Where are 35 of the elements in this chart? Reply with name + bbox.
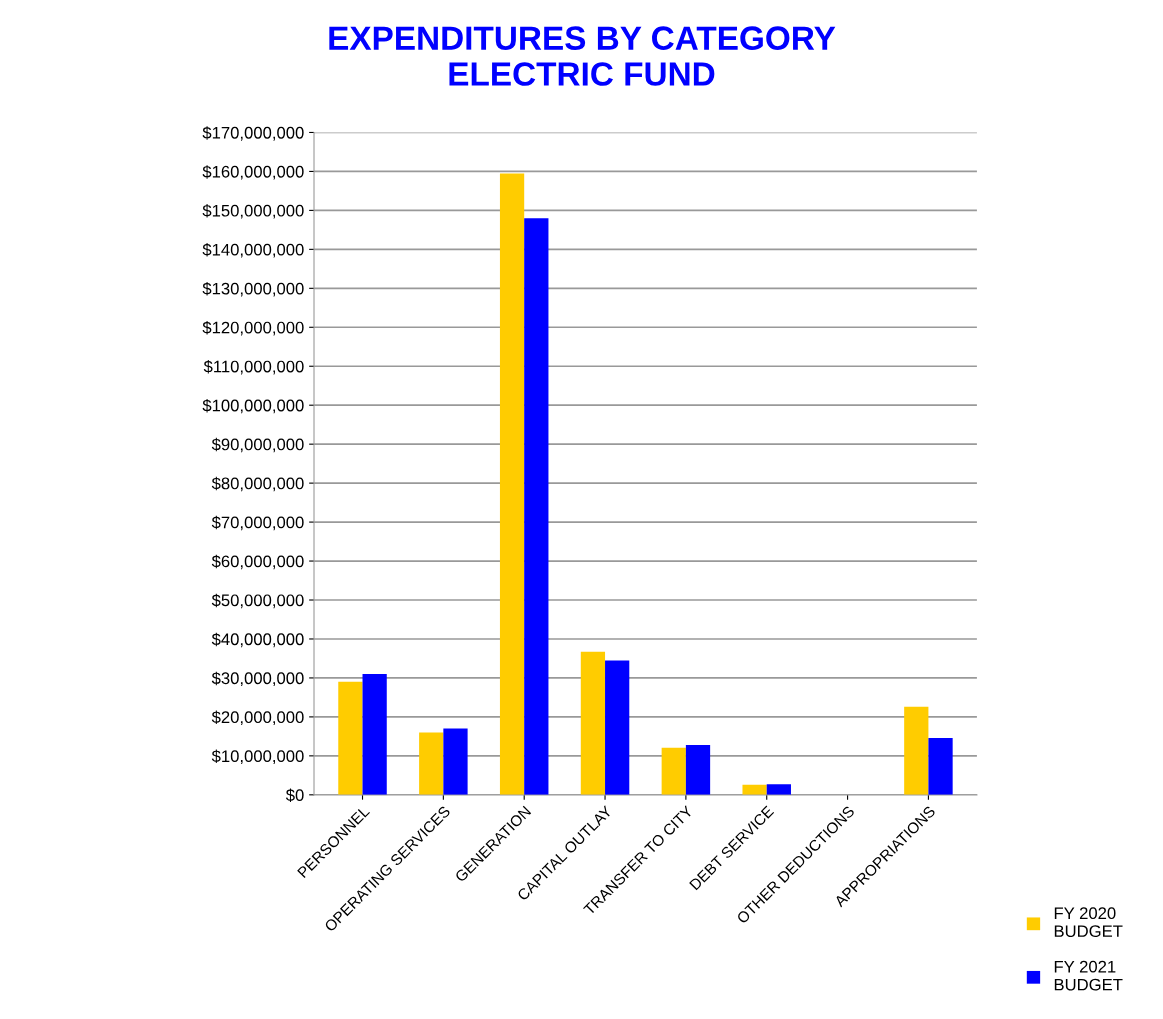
y-tick-label: $30,000,000 [211, 671, 304, 687]
y-tick-label: $140,000,000 [202, 243, 304, 258]
y-tick-label: $50,000,000 [211, 593, 304, 609]
y-tick-label: $70,000,000 [211, 515, 304, 531]
y-tick-label: $40,000,000 [211, 632, 304, 648]
y-tick-label: $170,000,000 [202, 126, 304, 141]
bar [499, 173, 525, 795]
bar [766, 784, 791, 795]
y-tick-label: $60,000,000 [211, 554, 304, 570]
y-tick-label: $0 [285, 788, 304, 803]
bar [443, 728, 468, 795]
legend-label: FY 2021 BUDGET [1054, 960, 1123, 991]
bar [580, 651, 606, 795]
y-tick-label: $130,000,000 [202, 282, 304, 297]
y-tick-label: $100,000,000 [202, 398, 304, 414]
y-tick-label: $80,000,000 [211, 476, 304, 492]
bar [338, 681, 363, 795]
bar [904, 706, 929, 795]
bar [928, 737, 953, 795]
bar [524, 218, 549, 795]
y-tick-label: $10,000,000 [211, 749, 304, 765]
y-tick-label: $110,000,000 [203, 359, 304, 375]
y-tick-label: $150,000,000 [202, 204, 304, 219]
chart-title: EXPENDITURES BY CATEGORY ELECTRIC FUND [329, 26, 836, 86]
y-tick-label: $120,000,000 [202, 320, 304, 336]
bar [419, 732, 444, 795]
legend-label: FY 2020 BUDGET [1054, 907, 1123, 938]
y-tick-label: $90,000,000 [211, 437, 304, 453]
bar [605, 660, 630, 795]
bar [362, 674, 387, 795]
y-tick-label: $20,000,000 [211, 710, 304, 726]
bar [661, 747, 686, 795]
bar [742, 784, 767, 795]
y-tick-label: $160,000,000 [202, 165, 304, 180]
bar [685, 744, 711, 795]
